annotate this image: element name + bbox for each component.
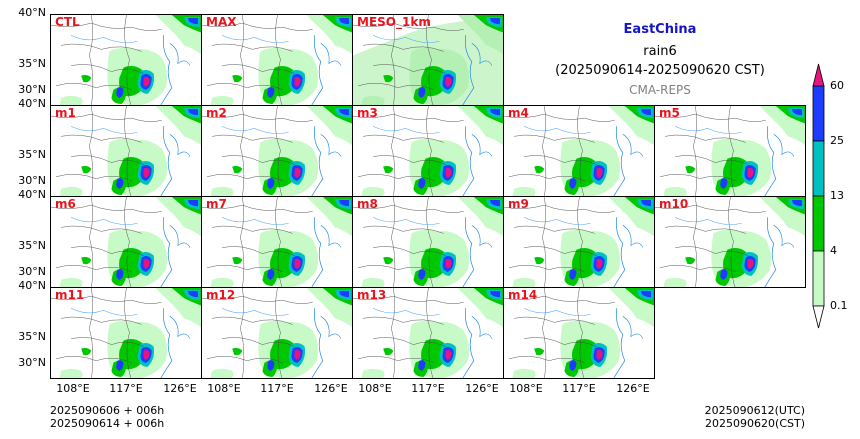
precip-map bbox=[353, 15, 503, 105]
panel-label: m5 bbox=[659, 106, 680, 120]
lon-label: 108°E bbox=[56, 382, 90, 395]
footer-init-cst: 2025090614 + 006h bbox=[50, 417, 165, 430]
precip-map bbox=[655, 197, 805, 287]
colorbar-segment bbox=[812, 250, 825, 307]
map-panel-m10: m10 bbox=[654, 196, 806, 288]
precip-map bbox=[51, 106, 201, 196]
footer-valid-cst: 2025090620(CST) bbox=[705, 417, 805, 430]
footer-init-utc: 2025090606 + 006h bbox=[50, 404, 165, 417]
colorbar-tick-label: 4 bbox=[830, 244, 837, 257]
precip-map bbox=[353, 106, 503, 196]
panel-label: m4 bbox=[508, 106, 529, 120]
lon-label: 108°E bbox=[509, 382, 543, 395]
lon-label: 126°E bbox=[314, 382, 348, 395]
precip-map bbox=[51, 15, 201, 105]
lat-label: 40°N bbox=[18, 97, 46, 110]
region-title: EastChina bbox=[623, 22, 697, 37]
map-panel-meso_1km: MESO_1km bbox=[352, 14, 504, 106]
colorbar-extend-bottom bbox=[812, 305, 825, 329]
precip-map bbox=[504, 106, 654, 196]
lon-label: 108°E bbox=[207, 382, 241, 395]
map-panel-m3: m3 bbox=[352, 105, 504, 197]
precip-map bbox=[202, 197, 352, 287]
panel-label: m8 bbox=[357, 197, 378, 211]
precip-map bbox=[51, 288, 201, 378]
colorbar-segment bbox=[812, 85, 825, 142]
map-panel-m11: m11 bbox=[50, 287, 202, 379]
footer-valid: 2025090612(UTC) 2025090620(CST) bbox=[640, 404, 805, 430]
lon-label: 108°E bbox=[358, 382, 392, 395]
colorbar-tick-label: 0.1 bbox=[830, 299, 848, 312]
map-panel-m12: m12 bbox=[201, 287, 353, 379]
map-panel-m1: m1 bbox=[50, 105, 202, 197]
lon-label: 117°E bbox=[260, 382, 294, 395]
lat-label: 40°N bbox=[18, 279, 46, 292]
panel-label: CTL bbox=[55, 15, 80, 29]
lon-label: 117°E bbox=[109, 382, 143, 395]
lon-label: 126°E bbox=[465, 382, 499, 395]
variable-title: rain6 bbox=[643, 44, 677, 59]
footer-valid-utc: 2025090612(UTC) bbox=[704, 404, 805, 417]
panel-label: m13 bbox=[357, 288, 387, 302]
lat-label: 40°N bbox=[18, 188, 46, 201]
footer-init: 2025090606 + 006h 2025090614 + 006h bbox=[50, 404, 164, 430]
map-panel-m8: m8 bbox=[352, 196, 504, 288]
panel-label: m14 bbox=[508, 288, 538, 302]
map-panel-ctl: CTL bbox=[50, 14, 202, 106]
lon-label: 117°E bbox=[562, 382, 596, 395]
lat-label: 35°N bbox=[18, 239, 46, 252]
panel-label: MESO_1km bbox=[357, 15, 431, 29]
lon-label: 117°E bbox=[411, 382, 445, 395]
period-title: (2025090614-2025090620 CST) bbox=[555, 63, 765, 78]
panel-label: m10 bbox=[659, 197, 689, 211]
lat-label: 30°N bbox=[18, 174, 46, 187]
colorbar-tick-label: 60 bbox=[830, 79, 844, 92]
precip-map bbox=[202, 15, 352, 105]
panel-label: m12 bbox=[206, 288, 236, 302]
panel-label: m6 bbox=[55, 197, 76, 211]
colorbar-extend-top bbox=[812, 63, 825, 87]
map-panel-m14: m14 bbox=[503, 287, 655, 379]
map-panel-m7: m7 bbox=[201, 196, 353, 288]
lat-label: 30°N bbox=[18, 83, 46, 96]
map-panel-m4: m4 bbox=[503, 105, 655, 197]
colorbar-segment bbox=[812, 195, 825, 252]
lat-label: 35°N bbox=[18, 330, 46, 343]
colorbar-tick-label: 25 bbox=[830, 134, 844, 147]
lat-label: 30°N bbox=[18, 356, 46, 369]
map-panel-m13: m13 bbox=[352, 287, 504, 379]
precip-map bbox=[353, 197, 503, 287]
precip-map bbox=[202, 106, 352, 196]
panel-label: m9 bbox=[508, 197, 529, 211]
precip-map bbox=[202, 288, 352, 378]
panel-label: m1 bbox=[55, 106, 76, 120]
precip-map bbox=[51, 197, 201, 287]
map-panel-m2: m2 bbox=[201, 105, 353, 197]
lon-label: 126°E bbox=[163, 382, 197, 395]
system-title: CMA-REPS bbox=[629, 83, 691, 97]
panel-label: MAX bbox=[206, 15, 237, 29]
precip-map bbox=[353, 288, 503, 378]
panel-label: m3 bbox=[357, 106, 378, 120]
panel-label: m7 bbox=[206, 197, 227, 211]
colorbar-segment bbox=[812, 140, 825, 197]
precip-map bbox=[504, 197, 654, 287]
precip-map bbox=[504, 288, 654, 378]
map-panel-m9: m9 bbox=[503, 196, 655, 288]
lat-label: 40°N bbox=[18, 6, 46, 19]
lat-label: 30°N bbox=[18, 265, 46, 278]
map-panel-max: MAX bbox=[201, 14, 353, 106]
lat-label: 35°N bbox=[18, 148, 46, 161]
precip-map bbox=[655, 106, 805, 196]
lon-label: 126°E bbox=[616, 382, 650, 395]
panel-label: m2 bbox=[206, 106, 227, 120]
map-panel-m5: m5 bbox=[654, 105, 806, 197]
colorbar-tick-label: 13 bbox=[830, 189, 844, 202]
lat-label: 35°N bbox=[18, 57, 46, 70]
panel-label: m11 bbox=[55, 288, 85, 302]
map-panel-m6: m6 bbox=[50, 196, 202, 288]
